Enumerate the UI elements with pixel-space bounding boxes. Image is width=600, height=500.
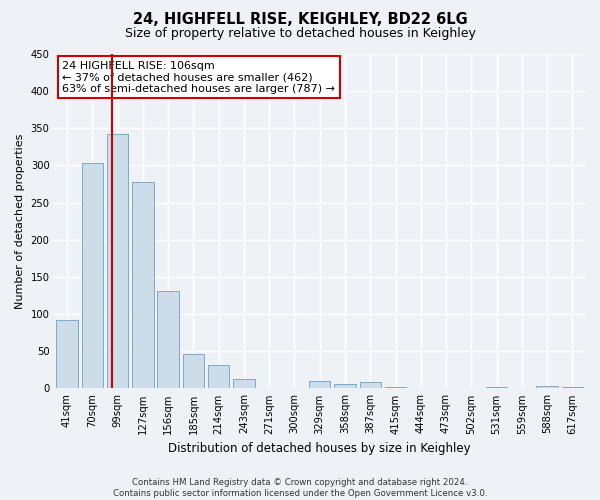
Text: Size of property relative to detached houses in Keighley: Size of property relative to detached ho… (125, 26, 475, 40)
Y-axis label: Number of detached properties: Number of detached properties (15, 134, 25, 309)
Text: 24, HIGHFELL RISE, KEIGHLEY, BD22 6LG: 24, HIGHFELL RISE, KEIGHLEY, BD22 6LG (133, 12, 467, 26)
Bar (359, 382, 381, 388)
Bar (562, 387, 583, 388)
Bar (309, 381, 331, 388)
Text: Contains HM Land Registry data © Crown copyright and database right 2024.
Contai: Contains HM Land Registry data © Crown c… (113, 478, 487, 498)
Bar (385, 387, 406, 388)
Bar (82, 163, 103, 388)
Bar (233, 379, 254, 388)
X-axis label: Distribution of detached houses by size in Keighley: Distribution of detached houses by size … (169, 442, 471, 455)
Bar (132, 182, 154, 388)
Text: 24 HIGHFELL RISE: 106sqm
← 37% of detached houses are smaller (462)
63% of semi-: 24 HIGHFELL RISE: 106sqm ← 37% of detach… (62, 60, 335, 94)
Bar (486, 387, 508, 388)
Bar (536, 386, 558, 388)
Bar (56, 320, 78, 388)
Bar (182, 354, 204, 388)
Bar (208, 366, 229, 388)
Bar (334, 384, 356, 388)
Bar (157, 291, 179, 388)
Bar (107, 134, 128, 388)
